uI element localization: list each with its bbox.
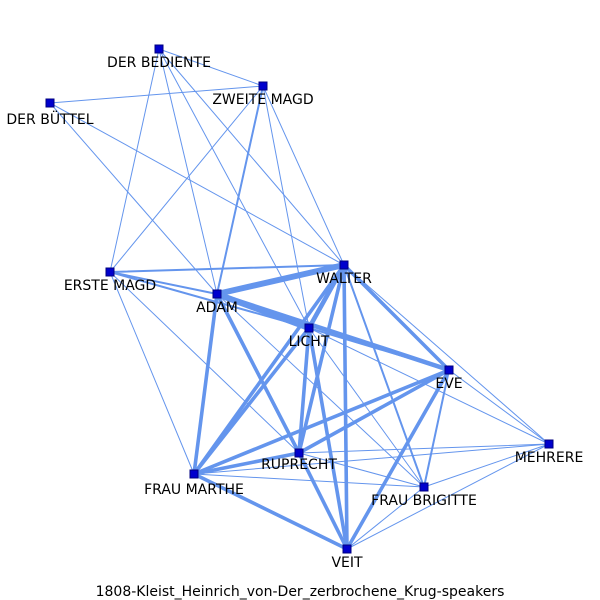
edge-walter-frau-marthe	[192, 263, 346, 476]
node-label-veit: VEIT	[331, 555, 363, 571]
edge-eve-mehrere	[448, 369, 550, 445]
edge-der-buttel-walter	[49, 102, 345, 266]
node-licht	[304, 323, 314, 333]
edge-der-bediente-zweite-magd	[158, 48, 264, 87]
node-label-erste-magd: ERSTE MAGD	[64, 278, 156, 294]
edge-zweite-magd-walter	[262, 85, 345, 266]
node-mehrere	[544, 439, 554, 449]
edge-layer	[49, 48, 550, 551]
node-label-frau-brigitte: FRAU BRIGITTE	[371, 493, 477, 509]
node-der-bediente	[154, 44, 164, 54]
edge-zweite-magd-licht	[262, 85, 310, 329]
edge-erste-magd-adam	[109, 271, 218, 295]
edge-ruprecht-frau-brigitte	[298, 452, 425, 488]
edge-walter-frau-brigitte	[343, 264, 425, 488]
edge-walter-eve	[342, 263, 451, 372]
node-layer	[45, 44, 554, 554]
node-frau-marthe	[189, 469, 199, 479]
edge-frau-brigitte-veit	[346, 486, 425, 550]
node-der-buttel	[45, 98, 55, 108]
node-erste-magd	[105, 267, 115, 277]
node-label-eve: EVE	[435, 376, 462, 392]
edge-erste-magd-walter	[109, 264, 345, 273]
node-eve	[444, 365, 454, 375]
edge-walter-ruprecht	[297, 263, 346, 455]
node-label-walter: WALTER	[316, 271, 372, 287]
edge-adam-frau-marthe	[192, 292, 219, 476]
node-walter	[339, 260, 349, 270]
edge-ruprecht-veit	[297, 451, 349, 551]
node-label-mehrere: MEHRERE	[515, 450, 584, 466]
edge-eve-frau-brigitte	[423, 369, 450, 488]
edge-ruprecht-frau-marthe	[192, 451, 301, 476]
edge-frau-marthe-mehrere	[193, 443, 550, 475]
label-layer: DER BEDIENTE ZWEITE MAGD DER BÜTTEL ERSTE M…	[6, 55, 583, 571]
edge-eve-ruprecht	[297, 368, 451, 455]
edge-licht-eve	[308, 327, 450, 371]
edge-walter-adam	[214, 262, 347, 297]
edge-walter-veit	[342, 263, 349, 551]
node-label-ruprecht: RUPRECHT	[261, 457, 337, 473]
node-label-adam: ADAM	[196, 300, 238, 316]
edge-eve-veit	[345, 368, 451, 551]
node-frau-brigitte	[419, 482, 429, 492]
node-label-zweite-magd: ZWEITE MAGD	[212, 92, 313, 108]
node-label-der-bediente: DER BEDIENTE	[107, 55, 211, 71]
edge-frau-marthe-frau-brigitte	[193, 473, 425, 488]
node-ruprecht	[294, 448, 304, 458]
node-label-der-buttel: DER BÜTTEL	[6, 110, 93, 128]
edge-licht-mehrere	[308, 327, 550, 445]
graph-caption: 1808-Kleist_Heinrich_von-Der_zerbrochene…	[96, 584, 505, 600]
node-label-licht: LICHT	[289, 334, 330, 350]
edge-der-bediente-walter	[158, 48, 345, 266]
edge-erste-magd-frau-marthe	[109, 271, 195, 475]
edge-der-bediente-adam	[158, 48, 218, 295]
node-label-frau-marthe: FRAU MARTHE	[144, 482, 244, 498]
edge-frau-brigitte-mehrere	[423, 443, 550, 488]
edge-zweite-magd-der-buttel	[49, 85, 264, 104]
edge-eve-frau-marthe	[192, 368, 451, 476]
edge-adam-eve	[214, 291, 452, 373]
node-veit	[342, 544, 352, 554]
edge-licht-frau-brigitte	[308, 327, 425, 488]
node-adam	[212, 289, 222, 299]
edge-frau-marthe-veit	[192, 472, 349, 551]
edge-erste-magd-ruprecht	[109, 271, 300, 454]
edge-zweite-magd-erste-magd	[109, 85, 264, 273]
edge-veit-mehrere	[346, 443, 550, 550]
edge-der-buttel-adam	[49, 102, 218, 295]
edge-der-bediente-erste-magd	[109, 48, 160, 273]
edge-walter-mehrere	[343, 264, 550, 445]
edge-zweite-magd-adam	[216, 85, 264, 295]
node-zweite-magd	[258, 81, 268, 91]
edge-ruprecht-mehrere	[298, 443, 550, 454]
edge-licht-frau-marthe	[192, 326, 311, 476]
